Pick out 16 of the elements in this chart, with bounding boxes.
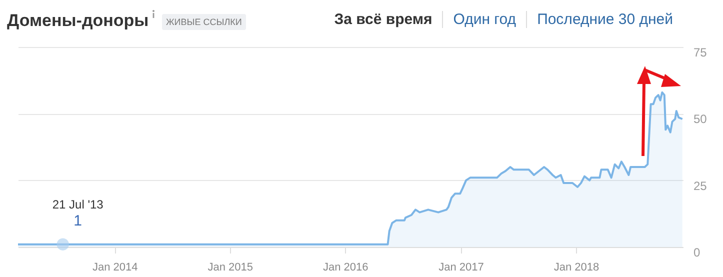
text: Один год [442, 11, 526, 28]
text: За всё время [333, 11, 434, 28]
y-tick-label: 50 [694, 112, 708, 126]
annotation: 21 Jul '13 [52, 197, 104, 212]
x-tick-label: Jan 2016 [323, 262, 368, 274]
annotation: 1 [74, 212, 82, 230]
x-tick-label: Jan 2015 [208, 262, 254, 274]
x-tick-label: Jan 2017 [438, 262, 484, 274]
chart-title: Домены-доноры [7, 11, 149, 31]
y-tick-label: 0 [694, 246, 700, 260]
x-tick-label: Jan 2014 [92, 262, 138, 274]
text: Последние 30 дней [526, 11, 683, 28]
y-tick-label: 75 [694, 46, 708, 60]
x-tick-label: Jan 2018 [554, 262, 600, 274]
y-tick-label: 25 [694, 178, 708, 193]
chart-subtitle: ЖИВЫЕ ССЫЛКИ [162, 14, 246, 30]
